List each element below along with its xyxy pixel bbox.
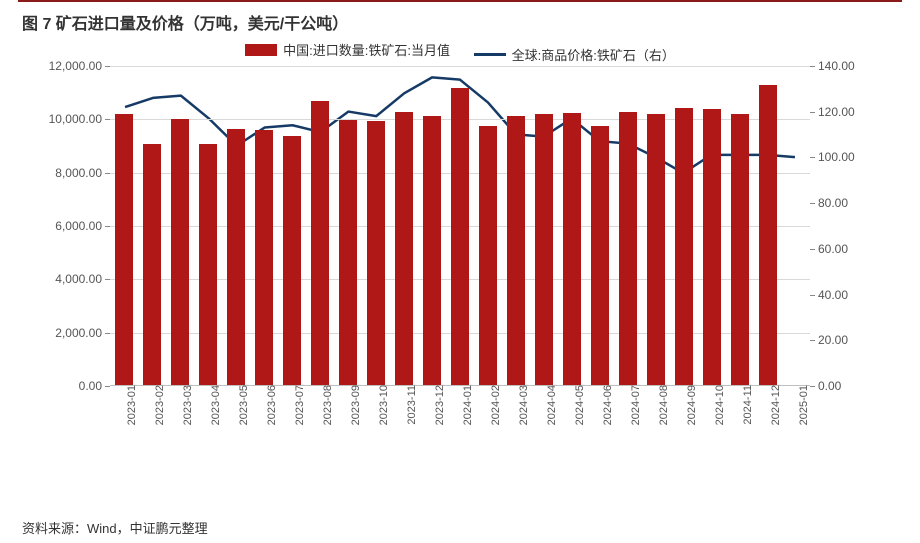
x-label: 2023-06 bbox=[260, 385, 278, 425]
bar bbox=[311, 101, 328, 385]
x-label: 2024-03 bbox=[512, 385, 530, 425]
x-label: 2023-10 bbox=[372, 385, 390, 425]
bar bbox=[535, 114, 552, 385]
x-label: 2023-12 bbox=[428, 385, 446, 425]
y-left-label: 12,000.00 bbox=[49, 59, 110, 73]
x-label: 2023-11 bbox=[400, 385, 418, 425]
y-right-label: 100.00 bbox=[810, 150, 855, 164]
x-label: 2025-01 bbox=[792, 385, 810, 425]
header-rule bbox=[18, 0, 902, 2]
y-left-label: 4,000.00 bbox=[55, 272, 110, 286]
y-left-label: 10,000.00 bbox=[49, 112, 110, 126]
line-swatch-icon bbox=[474, 53, 506, 56]
x-label: 2023-08 bbox=[316, 385, 334, 425]
legend-bar-label: 中国:进口数量:铁矿石:当月值 bbox=[283, 40, 450, 59]
x-label: 2024-02 bbox=[484, 385, 502, 425]
bar bbox=[143, 144, 160, 385]
bar bbox=[255, 130, 272, 385]
x-label: 2023-07 bbox=[288, 385, 306, 425]
bar-swatch-icon bbox=[245, 44, 277, 56]
legend-bar: 中国:进口数量:铁矿石:当月值 bbox=[245, 40, 450, 59]
x-label: 2024-01 bbox=[456, 385, 474, 425]
bar bbox=[451, 88, 468, 385]
x-label: 2023-04 bbox=[204, 385, 222, 425]
x-label: 2024-05 bbox=[568, 385, 586, 425]
bar bbox=[367, 121, 384, 385]
source-text: 资料来源：Wind，中证鹏元整理 bbox=[22, 518, 208, 537]
x-label: 2024-08 bbox=[652, 385, 670, 425]
y-left-label: 8,000.00 bbox=[55, 166, 110, 180]
legend-line: 全球:商品价格:铁矿石（右） bbox=[474, 45, 675, 64]
x-label: 2023-02 bbox=[148, 385, 166, 425]
bar bbox=[423, 116, 440, 385]
bar bbox=[395, 112, 412, 385]
legend: 中国:进口数量:铁矿石:当月值 全球:商品价格:铁矿石（右） bbox=[20, 40, 900, 64]
chart-container: 中国:进口数量:铁矿石:当月值 全球:商品价格:铁矿石（右） 0.002,000… bbox=[20, 36, 900, 466]
bar bbox=[647, 114, 664, 385]
y-right-label: 0.00 bbox=[810, 379, 841, 393]
bar bbox=[199, 144, 216, 385]
x-label: 2024-10 bbox=[708, 385, 726, 425]
bar bbox=[731, 114, 748, 385]
bar bbox=[759, 85, 776, 385]
x-label: 2024-04 bbox=[540, 385, 558, 425]
legend-line-label: 全球:商品价格:铁矿石（右） bbox=[512, 45, 675, 64]
y-left-label: 6,000.00 bbox=[55, 219, 110, 233]
x-label: 2023-01 bbox=[120, 385, 138, 425]
bar bbox=[591, 126, 608, 385]
chart-title: 图 7 矿石进口量及价格（万吨，美元/干公吨） bbox=[22, 10, 920, 34]
bar bbox=[171, 119, 188, 385]
bar bbox=[563, 113, 580, 385]
y-left-label: 2,000.00 bbox=[55, 326, 110, 340]
bar bbox=[115, 114, 132, 385]
bar bbox=[227, 129, 244, 385]
y-right-label: 20.00 bbox=[810, 333, 848, 347]
x-label: 2024-09 bbox=[680, 385, 698, 425]
y-right-label: 120.00 bbox=[810, 105, 855, 119]
bar bbox=[703, 109, 720, 385]
x-label: 2024-12 bbox=[764, 385, 782, 425]
bar bbox=[339, 120, 356, 385]
x-label: 2023-03 bbox=[176, 385, 194, 425]
bar bbox=[283, 136, 300, 385]
y-left-label: 0.00 bbox=[79, 379, 110, 393]
y-right-label: 60.00 bbox=[810, 242, 848, 256]
x-label: 2024-07 bbox=[624, 385, 642, 425]
bar bbox=[619, 112, 636, 385]
x-label: 2024-11 bbox=[736, 385, 754, 425]
bar bbox=[479, 126, 496, 385]
bar bbox=[507, 116, 524, 385]
y-right-label: 80.00 bbox=[810, 196, 848, 210]
y-right-label: 140.00 bbox=[810, 59, 855, 73]
gridline bbox=[110, 66, 810, 67]
x-label: 2023-09 bbox=[344, 385, 362, 425]
x-label: 2023-05 bbox=[232, 385, 250, 425]
bar bbox=[675, 108, 692, 385]
y-right-label: 40.00 bbox=[810, 288, 848, 302]
plot-area: 0.002,000.004,000.006,000.008,000.0010,0… bbox=[110, 66, 810, 386]
x-label: 2024-06 bbox=[596, 385, 614, 425]
